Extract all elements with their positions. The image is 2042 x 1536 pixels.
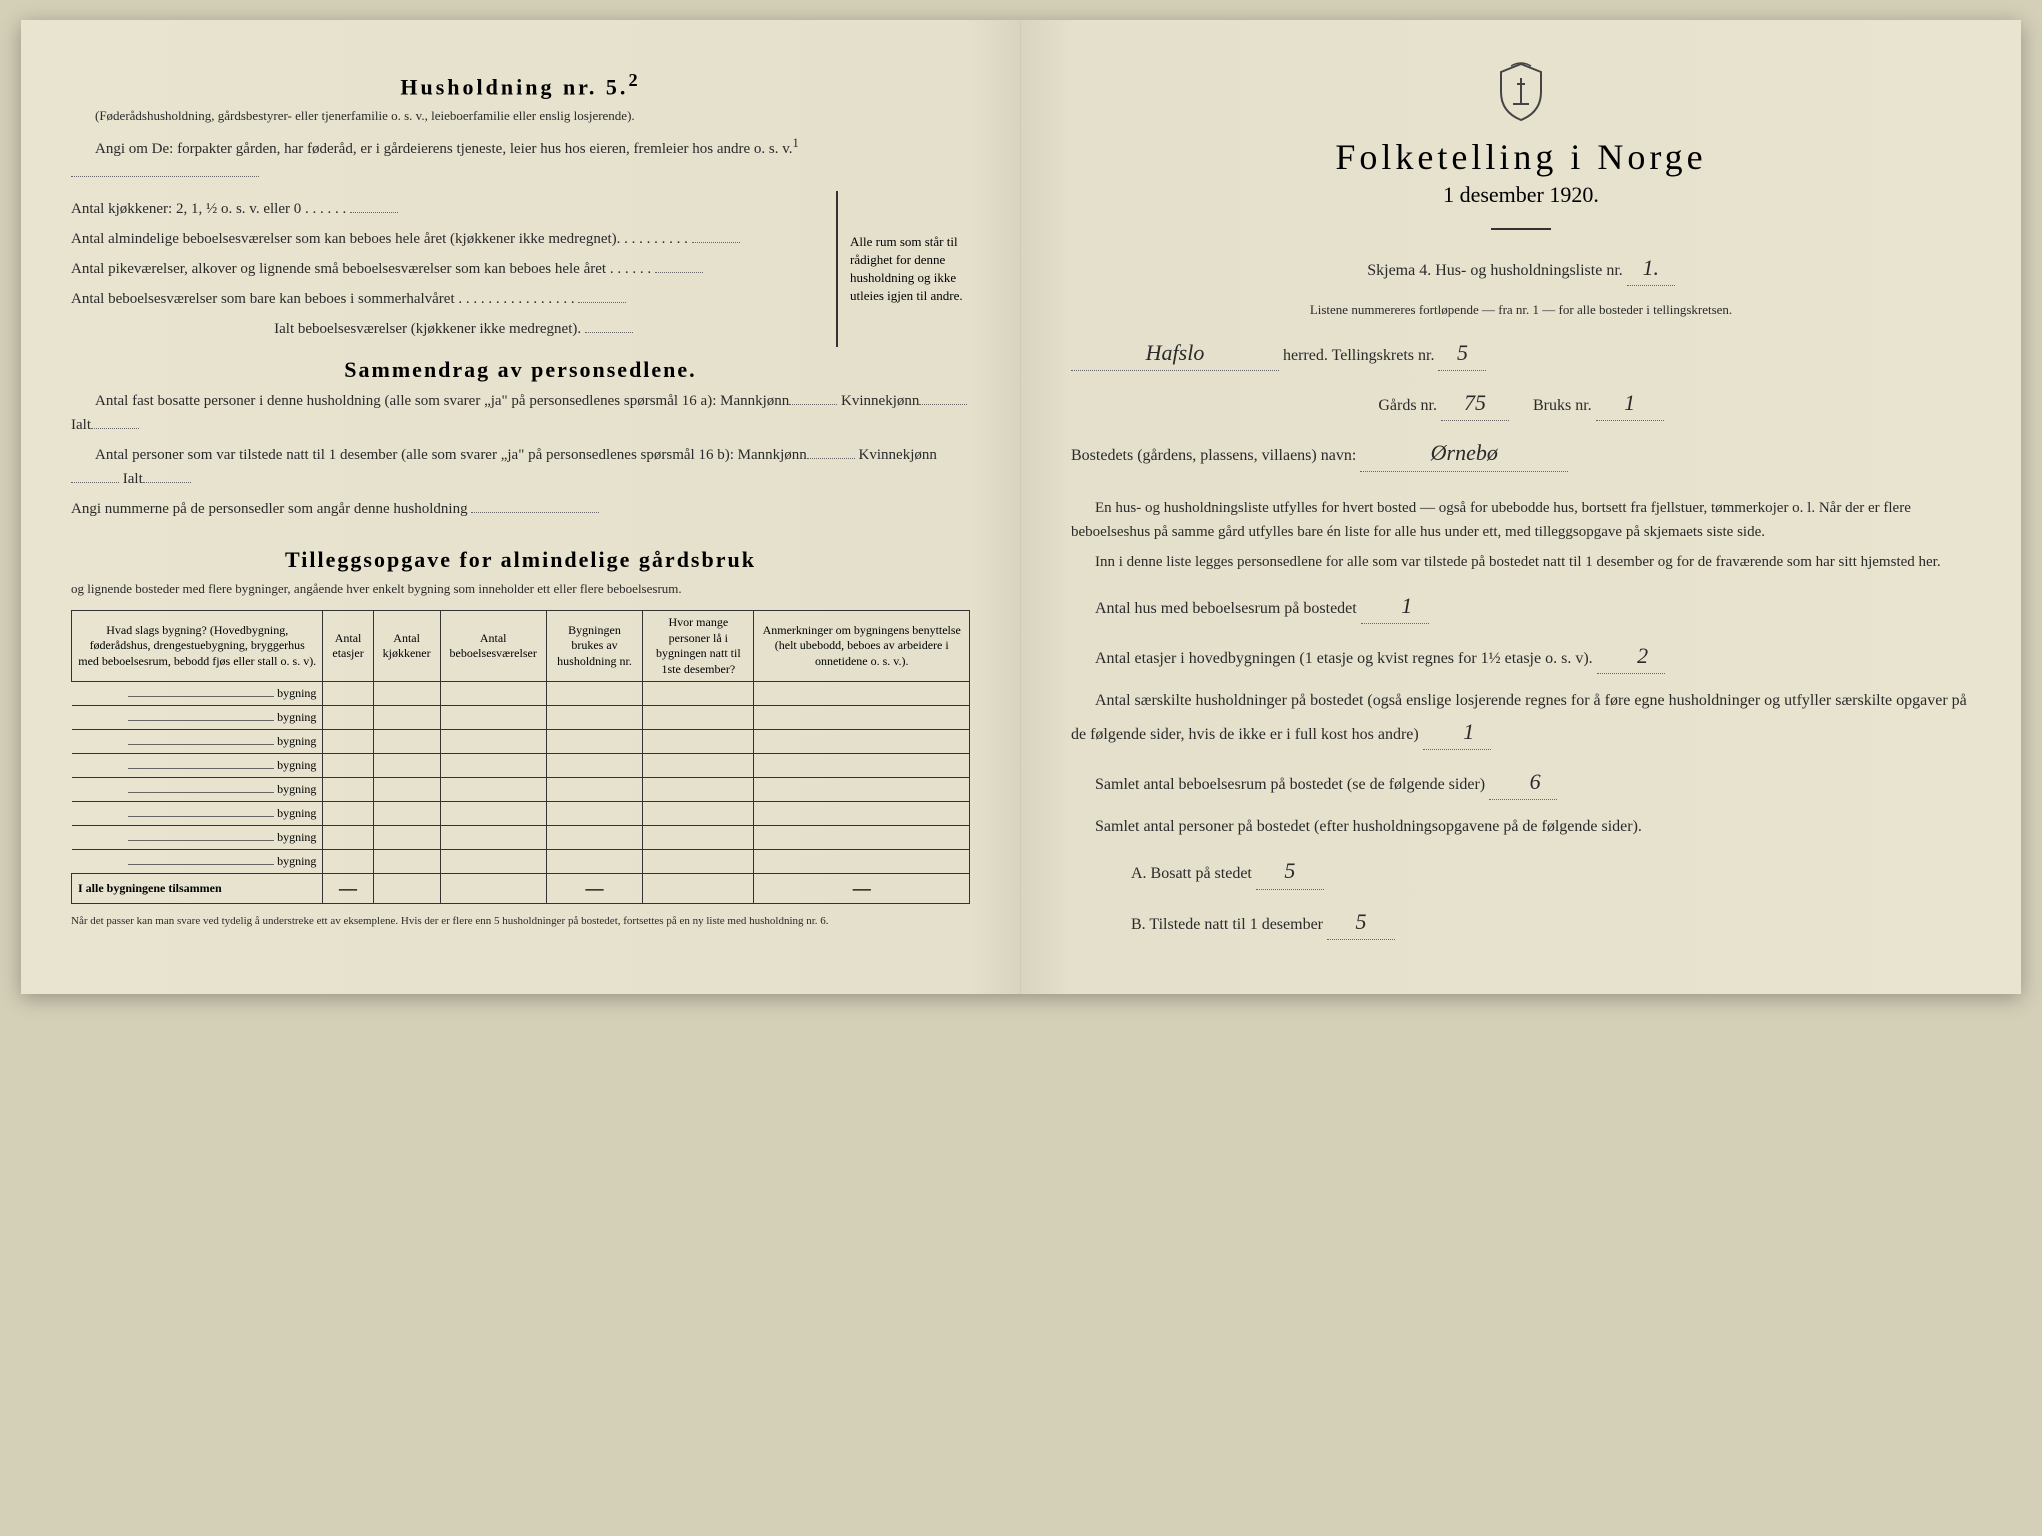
th-4: Bygningen brukes av husholdning nr. — [546, 610, 642, 681]
husholdning-heading: Husholdning nr. 5.2 — [71, 70, 970, 100]
listene-note: Listene nummereres fortløpende — fra nr.… — [1071, 300, 1971, 321]
th-6: Anmerkninger om bygningens benyttelse (h… — [754, 610, 970, 681]
b-line: B. Tilstede natt til 1 desember 5 — [1131, 904, 1971, 940]
sum-cell — [373, 874, 440, 904]
sammen-line-a: Antal fast bosatte personer i denne hush… — [71, 389, 970, 437]
table-row: bygning — [72, 730, 970, 754]
sum-dash: — — [754, 874, 970, 904]
sum-cell — [440, 874, 546, 904]
table-row: bygning — [72, 754, 970, 778]
right-page: Folketelling i Norge 1 desember 1920. Sk… — [1021, 20, 2021, 994]
th-2: Antal kjøkkener — [373, 610, 440, 681]
tillegg-subtitle: og lignende bosteder med flere bygninger… — [71, 579, 970, 600]
date-subtitle: 1 desember 1920. — [1071, 182, 1971, 208]
th-3: Antal beboelsesværelser — [440, 610, 546, 681]
bygning-label-cell: bygning — [72, 682, 323, 706]
bygning-table: Hvad slags bygning? (Hovedbygning, føder… — [71, 610, 970, 904]
room-line-1: Antal pikeværelser, alkover og lignende … — [71, 257, 836, 281]
brace-note: Alle rum som står til rådighet for denne… — [836, 191, 970, 347]
skjema-line: Skjema 4. Hus- og husholdningsliste nr. … — [1071, 250, 1971, 286]
bygning-label-cell: bygning — [72, 706, 323, 730]
crest-icon — [1071, 60, 1971, 136]
bygning-label-cell: bygning — [72, 754, 323, 778]
sammendrag-heading: Sammendrag av personsedlene. — [71, 357, 970, 383]
sum-cell — [643, 874, 754, 904]
footnote: Når det passer kan man svare ved tydelig… — [71, 914, 970, 929]
divider — [1491, 228, 1551, 230]
bygning-label-cell: bygning — [72, 850, 323, 874]
tillegg-heading: Tilleggsopgave for almindelige gårdsbruk — [71, 547, 970, 573]
sum-label: I alle bygningene tilsammen — [72, 874, 323, 904]
main-title: Folketelling i Norge — [1071, 136, 1971, 178]
angi-line: Angi om De: forpakter gården, har føderå… — [71, 133, 970, 185]
bygning-label-cell: bygning — [72, 802, 323, 826]
table-row: bygning — [72, 682, 970, 706]
sum-row: I alle bygningene tilsammen — — — — [72, 874, 970, 904]
room-line-2: Antal beboelsesværelser som bare kan beb… — [71, 287, 836, 311]
sammen-line-b: Antal personer som var tilstede natt til… — [71, 443, 970, 491]
sum-dash: — — [546, 874, 642, 904]
left-page: Husholdning nr. 5.2 (Føderådshusholdning… — [21, 20, 1021, 994]
table-row: bygning — [72, 778, 970, 802]
antal-hus-line: Antal hus med beboelsesrum på bostedet 1 — [1071, 588, 1971, 624]
angi-nummerne: Angi nummerne på de personsedler som ang… — [71, 497, 970, 521]
herred-line: Hafslo herred. Tellingskrets nr. 5 — [1071, 335, 1971, 371]
kjokkener-line: Antal kjøkkener: 2, 1, ½ o. s. v. eller … — [71, 197, 836, 221]
ialt-line: Ialt beboelsesværelser (kjøkkener ikke m… — [71, 317, 836, 341]
bosted-line: Bostedets (gårdens, plassens, villaens) … — [1071, 435, 1971, 471]
a-line: A. Bosatt på stedet 5 — [1131, 853, 1971, 889]
husholdning-subtitle: (Føderådshusholdning, gårdsbestyrer- ell… — [71, 106, 970, 127]
th-5: Hvor mange personer lå i bygningen natt … — [643, 610, 754, 681]
para1: En hus- og husholdningsliste utfylles fo… — [1071, 496, 1971, 544]
bygning-label-cell: bygning — [72, 778, 323, 802]
document-spread: Husholdning nr. 5.2 (Føderådshusholdning… — [21, 20, 2021, 994]
para2: Inn i denne liste legges personsedlene f… — [1071, 550, 1971, 574]
table-row: bygning — [72, 850, 970, 874]
rooms-brace-section: Antal kjøkkener: 2, 1, ½ o. s. v. eller … — [71, 191, 970, 347]
th-0: Hvad slags bygning? (Hovedbygning, føder… — [72, 610, 323, 681]
th-1: Antal etasjer — [323, 610, 373, 681]
sum-dash: — — [323, 874, 373, 904]
samlet-rum-line: Samlet antal beboelsesrum på bostedet (s… — [1071, 764, 1971, 800]
room-line-0: Antal almindelige beboelsesværelser som … — [71, 227, 836, 251]
table-row: bygning — [72, 802, 970, 826]
gards-line: Gårds nr. 75 Bruks nr. 1 — [1071, 385, 1971, 421]
bygning-label-cell: bygning — [72, 730, 323, 754]
samlet-pers-line: Samlet antal personer på bostedet (efter… — [1071, 814, 1971, 840]
antal-hush-line: Antal særskilte husholdninger på bostede… — [1071, 688, 1971, 750]
antal-etasjer-line: Antal etasjer i hovedbygningen (1 etasje… — [1071, 638, 1971, 674]
bygning-label-cell: bygning — [72, 826, 323, 850]
table-row: bygning — [72, 706, 970, 730]
table-row: bygning — [72, 826, 970, 850]
